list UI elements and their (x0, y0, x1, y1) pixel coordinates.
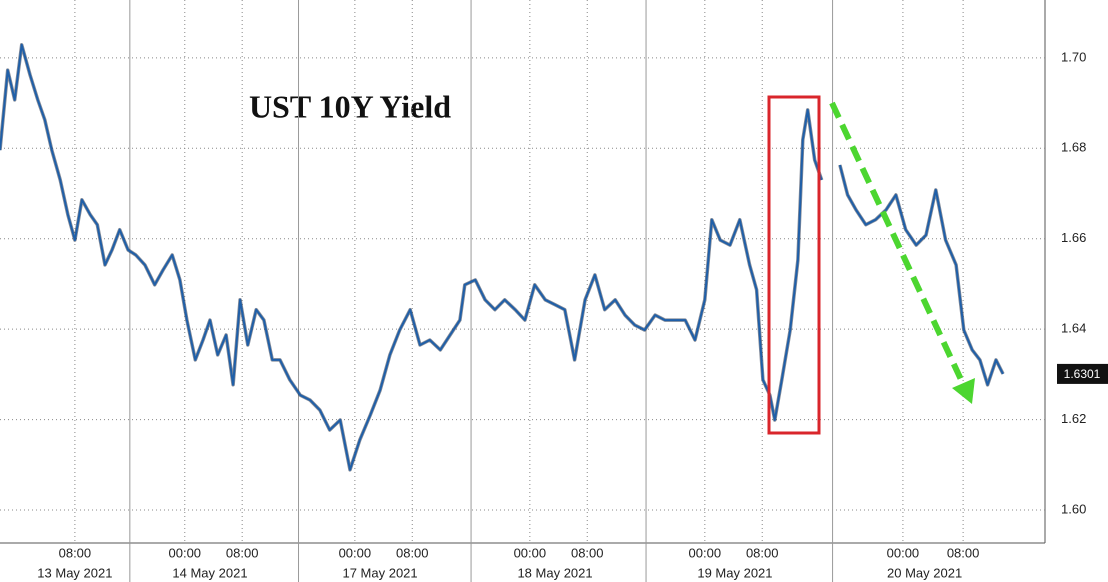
x-tick-label: 08:00 (396, 545, 429, 560)
y-tick-label: 1.62 (1061, 411, 1086, 426)
x-tick-label: 00:00 (339, 545, 372, 560)
x-tick-label: 08:00 (226, 545, 259, 560)
y-tick-label: 1.68 (1061, 140, 1086, 155)
date-label: 17 May 2021 (342, 565, 417, 580)
last-price-label: 1.6301 (1064, 367, 1101, 381)
x-tick-label: 00:00 (887, 545, 920, 560)
chart-title: UST 10Y Yield (249, 88, 451, 124)
y-tick-label: 1.66 (1061, 230, 1086, 245)
trend-arrow (829, 101, 967, 388)
series-line (0, 43, 1004, 471)
x-tick-label: 08:00 (947, 545, 980, 560)
y-tick-label: 1.60 (1061, 501, 1086, 516)
date-label: 14 May 2021 (172, 565, 247, 580)
highlight-box (767, 95, 821, 435)
x-tick-label: 00:00 (169, 545, 202, 560)
x-tick-label: 08:00 (746, 545, 779, 560)
x-tick-label: 08:00 (59, 545, 92, 560)
x-tick-label: 00:00 (689, 545, 722, 560)
y-tick-label: 1.70 (1061, 49, 1086, 64)
y-tick-label: 1.64 (1061, 321, 1086, 336)
date-label: 19 May 2021 (697, 565, 772, 580)
series-shadow (0, 43, 1005, 472)
x-tick-label: 08:00 (571, 545, 604, 560)
last-price-box (1057, 363, 1108, 384)
arrow-head (952, 378, 975, 404)
date-label: 18 May 2021 (517, 565, 592, 580)
x-tick-label: 00:00 (514, 545, 547, 560)
date-label: 20 May 2021 (887, 565, 962, 580)
date-label: 13 May 2021 (37, 565, 112, 580)
